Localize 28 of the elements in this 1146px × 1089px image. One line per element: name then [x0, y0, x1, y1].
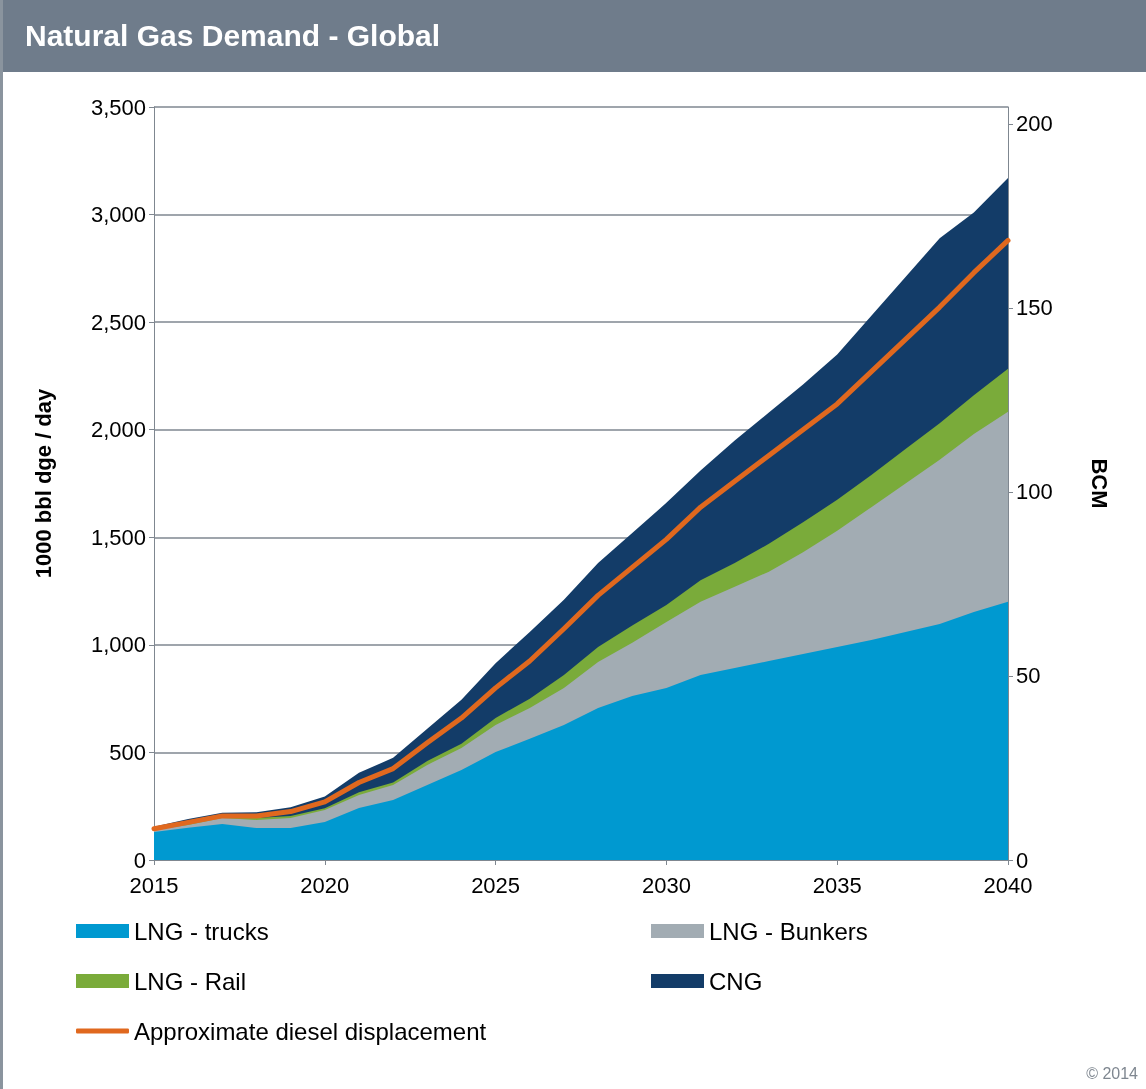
- y-tick-label: 500: [109, 739, 146, 765]
- chart-title: Natural Gas Demand - Global: [3, 0, 1146, 72]
- y-axis-title: 1000 bbl dge / day: [30, 387, 56, 579]
- y-tick-label: 1,000: [90, 632, 146, 658]
- text: © 2014: [1086, 1064, 1139, 1082]
- x-tick-label: 2035: [812, 872, 862, 898]
- y-tick-label: 2,000: [90, 417, 146, 443]
- legend-label: LNG - trucks: [134, 917, 269, 945]
- x-tick-label: 2015: [129, 872, 179, 898]
- legend-label: Approximate diesel displacement: [134, 1017, 487, 1045]
- y-tick-label: 1,500: [90, 524, 146, 550]
- x-tick-label: 2030: [641, 872, 691, 898]
- y2-tick-label: 50: [1016, 663, 1041, 689]
- x-tick-label: 2020: [300, 872, 350, 898]
- x-tick-label: 2025: [471, 872, 521, 898]
- y2-axis-title: BCM: [1086, 458, 1112, 509]
- legend-label: LNG - Rail: [134, 967, 247, 995]
- y-tick-label: 0: [133, 847, 146, 873]
- y-tick-label: 2,500: [90, 309, 146, 335]
- legend-label: LNG - Bunkers: [709, 917, 868, 945]
- y2-tick-label: 100: [1016, 479, 1053, 505]
- y-tick-label: 3,000: [90, 202, 146, 228]
- y-tick-label: 3,500: [90, 94, 146, 120]
- y2-tick-label: 150: [1016, 295, 1053, 321]
- y2-tick-label: 0: [1016, 847, 1029, 873]
- legend-label: CNG: [709, 967, 763, 995]
- x-tick-label: 2040: [983, 872, 1033, 898]
- y2-tick-label: 200: [1016, 111, 1053, 137]
